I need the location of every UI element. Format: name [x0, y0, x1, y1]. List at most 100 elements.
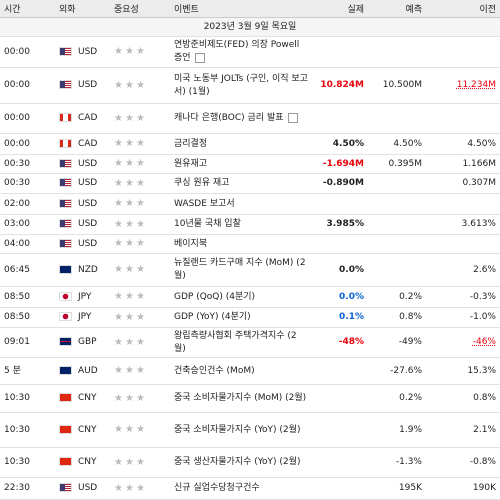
star: ★ — [124, 112, 134, 124]
importance: ★ ★ ★ — [110, 36, 170, 68]
importance: ★ ★ ★ — [110, 327, 170, 358]
currency-code: CNY — [78, 424, 97, 435]
star: ★ — [114, 482, 123, 494]
star: ★ — [114, 311, 123, 323]
event-row: 00:00 CAD ★ ★ ★ 금리결정 4.50% 4.50% 4.50% — [0, 133, 500, 155]
importance: ★ ★ ★ — [110, 173, 170, 194]
event: 원유재고 — [170, 154, 312, 174]
star: ★ — [135, 456, 145, 468]
event-icon — [287, 112, 298, 123]
star: ★ — [135, 264, 145, 275]
importance: ★ ★ ★ — [110, 103, 170, 134]
event-row: 22:30 USD ★ ★ ★ 신규 실업수당청구건수 195K 190K — [0, 477, 500, 500]
previous-value: -46% — [426, 327, 500, 358]
forecast-value: -49% — [368, 327, 426, 358]
event-row: 06:45 NZD ★ ★ ★ 뉴질랜드 카드구매 지수 (MoM) (2월) 0.0% 2.… — [0, 253, 500, 287]
previous-value: -0.8% — [426, 447, 500, 478]
star: ★ — [124, 158, 134, 169]
time: 00:00 — [0, 36, 55, 68]
event-row: 5 분 AUD ★ ★ ★ 건축승인건수 (MoM) -27.6% 15.3% — [0, 357, 500, 385]
event: 중국 소비자물가지수 (MoM) (2월) — [170, 384, 312, 413]
currency-code: CNY — [78, 457, 97, 467]
time: 06:45 — [0, 253, 55, 287]
event-row: 00:30 USD ★ ★ ★ 원유재고 -1.694M 0.395M 1.166M — [0, 154, 500, 174]
header-cell: 실제 — [312, 0, 368, 18]
event-row: 02:00 USD ★ ★ ★ WASDE 보고서 — [0, 193, 500, 215]
forecast-value — [368, 234, 426, 254]
forecast-value: 0.2% — [368, 286, 426, 308]
star: ★ — [124, 46, 134, 57]
event-row: 00:00 USD ★ ★ ★ 미국 노동부 JOLTs (구인, 이직 보고서) (1월… — [0, 67, 500, 104]
importance: ★ ★ ★ — [110, 234, 170, 254]
importance: ★ ★ ★ — [110, 214, 170, 235]
time: 03:00 — [0, 214, 55, 235]
event: WASDE 보고서 — [170, 193, 312, 215]
event-row: 10:30 CNY ★ ★ ★ 중국 소비자물가지수 (YoY) (2월) 1.9% 2.1% — [0, 412, 500, 448]
flag-icon — [59, 113, 72, 122]
time: 10:30 — [0, 447, 55, 478]
star: ★ — [124, 311, 134, 323]
currency-code: USD — [78, 158, 98, 169]
event: 금리결정 — [170, 133, 312, 155]
flag-icon — [59, 393, 72, 402]
actual-value — [312, 412, 368, 448]
event-name: 중국 소비자물가지수 (MoM) (2월) — [174, 393, 307, 403]
event-row: 03:00 USD ★ ★ ★ 10년물 국채 입찰 3.985% 3.613% — [0, 214, 500, 235]
currency-code: CAD — [78, 113, 98, 123]
star: ★ — [114, 158, 123, 169]
star: ★ — [124, 79, 134, 91]
star: ★ — [135, 138, 145, 149]
forecast-value — [368, 214, 426, 235]
event-row: 10:30 CNY ★ ★ ★ 중국 소비자물가지수 (MoM) (2월) 0.2% 0.8% — [0, 384, 500, 413]
actual-value: 0.1% — [312, 307, 368, 328]
importance: ★ ★ ★ — [110, 477, 170, 500]
event: 캐나다 은행(BOC) 금리 발표 — [170, 103, 312, 134]
star: ★ — [124, 264, 134, 275]
star: ★ — [135, 218, 145, 230]
currency-code: AUD — [78, 365, 98, 376]
currency: AUD — [55, 357, 110, 385]
event-row: 09:01 GBP ★ ★ ★ 왕립측량사협회 주택가격지수 (2월) -48% -49% -4… — [0, 327, 500, 358]
forecast-value: 0.8% — [368, 307, 426, 328]
time: 08:50 — [0, 286, 55, 308]
header-cell: 이전 — [426, 0, 500, 18]
previous-value: -1.0% — [426, 307, 500, 328]
star: ★ — [135, 46, 145, 57]
star: ★ — [114, 218, 123, 230]
event: 베이지북 — [170, 234, 312, 254]
actual-value: -0.890M — [312, 173, 368, 194]
star: ★ — [124, 138, 134, 149]
currency: USD — [55, 477, 110, 500]
forecast-value: 10.500M — [368, 67, 426, 104]
event-name: 왕립측량사협회 주택가격지수 (2월) — [174, 330, 297, 354]
event-name: 중국 생산자물가지수 (YoY) (2월) — [174, 457, 301, 467]
currency-code: JPY — [78, 291, 92, 302]
previous-value: 0.307M — [426, 173, 500, 194]
star: ★ — [135, 291, 145, 302]
previous-value: 11.234M — [426, 67, 500, 104]
importance: ★ ★ ★ — [110, 253, 170, 287]
star: ★ — [135, 158, 145, 169]
actual-value — [312, 234, 368, 254]
flag-icon — [59, 365, 72, 375]
forecast-value: 1.9% — [368, 412, 426, 448]
star: ★ — [135, 424, 145, 435]
star: ★ — [124, 424, 134, 435]
actual-value — [312, 384, 368, 413]
star: ★ — [135, 198, 145, 209]
time: 00:30 — [0, 173, 55, 194]
event-row: 08:50 JPY ★ ★ ★ GDP (YoY) (4분기) 0.1% 0.8% -1.0% — [0, 307, 500, 328]
time: 08:50 — [0, 307, 55, 328]
time: 00:00 — [0, 133, 55, 155]
star: ★ — [124, 291, 134, 302]
currency-code: USD — [78, 483, 98, 493]
flag-icon — [59, 312, 72, 321]
event-row: 04:00 USD ★ ★ ★ 베이지북 — [0, 234, 500, 254]
forecast-value — [368, 193, 426, 215]
forecast-value — [368, 103, 426, 134]
star: ★ — [124, 198, 134, 209]
event: 중국 소비자물가지수 (YoY) (2월) — [170, 412, 312, 448]
flag-icon — [59, 424, 72, 434]
star: ★ — [135, 336, 145, 348]
